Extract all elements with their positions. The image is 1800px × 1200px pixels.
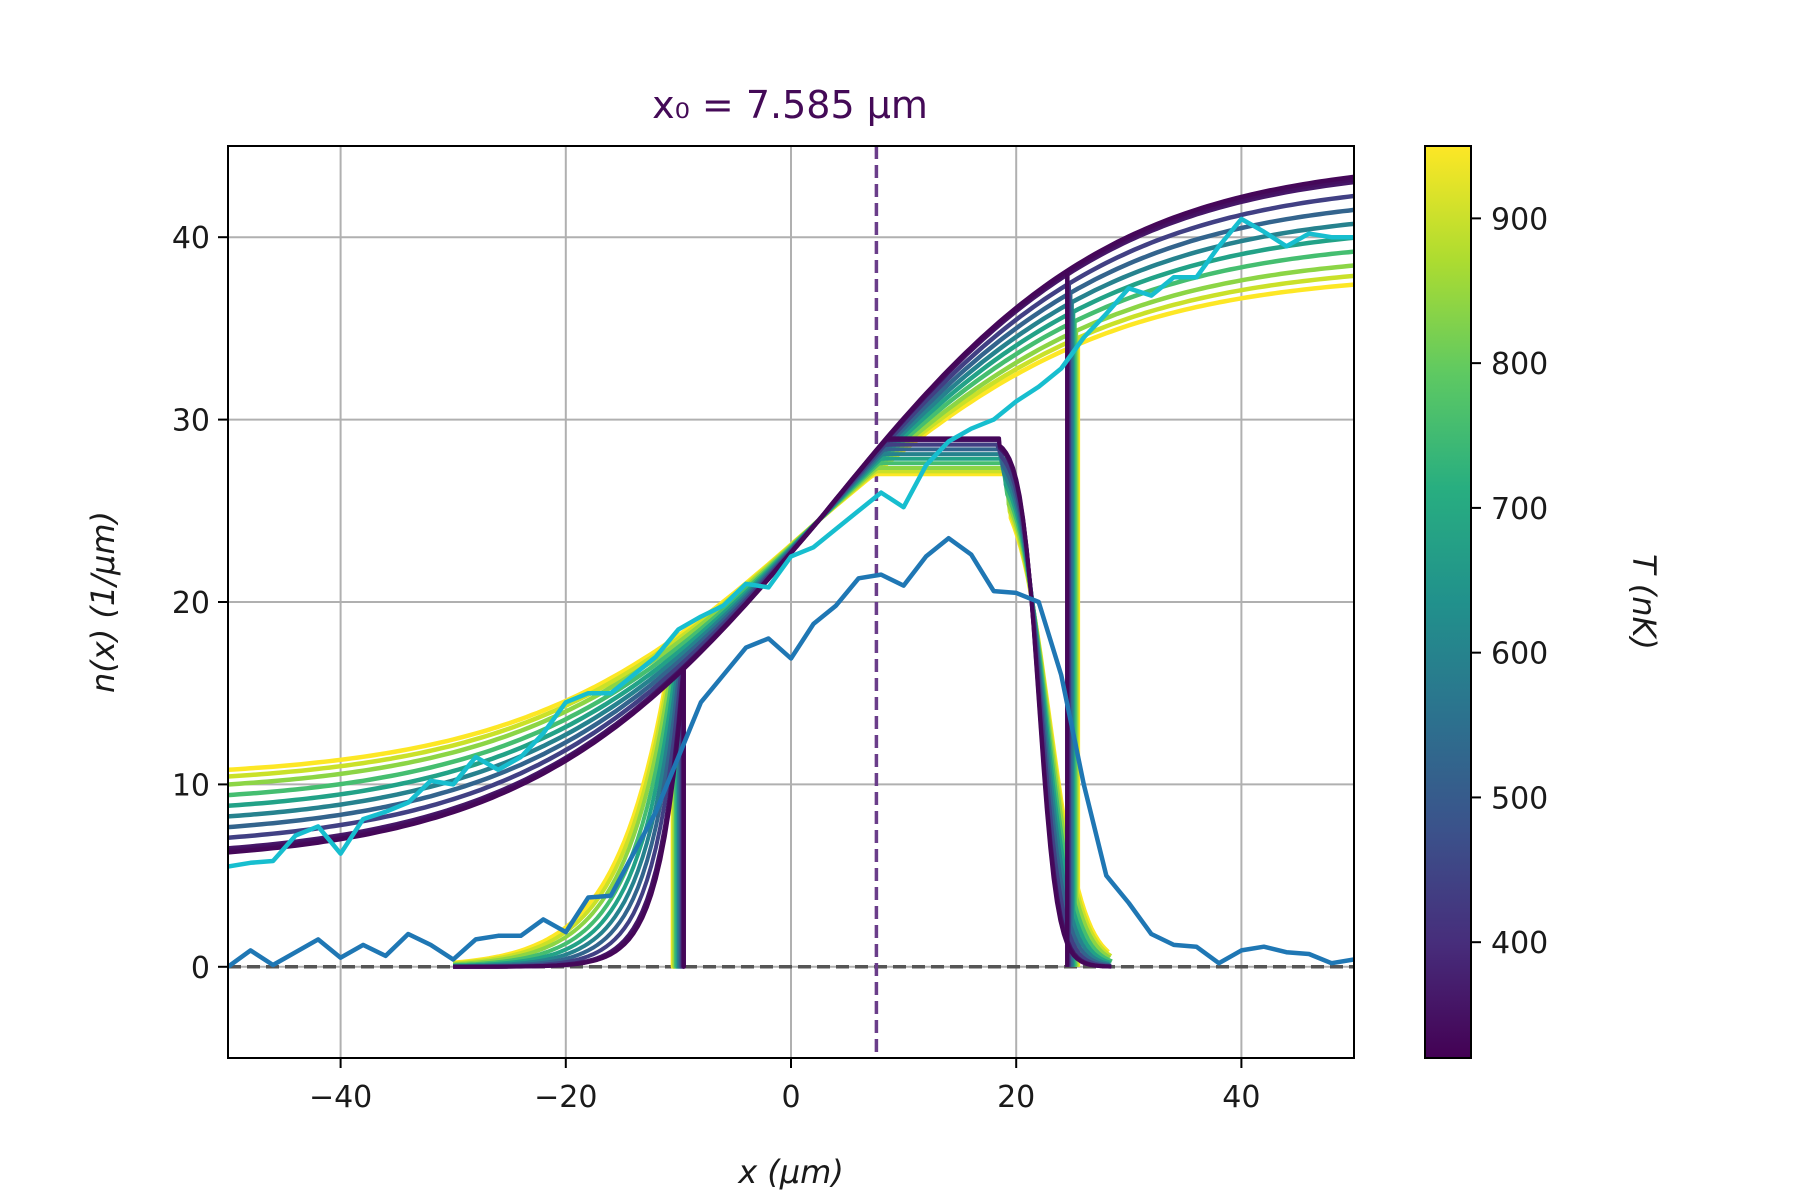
- colorbar-tick-label: 500: [1491, 781, 1548, 816]
- data-series-1: [228, 535, 1354, 969]
- chart-title: x₀ = 7.585 μm: [652, 83, 928, 127]
- reference-lines: [228, 146, 1354, 1058]
- y-tick-label: 30: [172, 404, 210, 439]
- x-axis-label: x (μm): [737, 1153, 844, 1191]
- y-tick-label: 10: [172, 768, 210, 803]
- colorbar-tick-label: 700: [1491, 492, 1548, 527]
- grid: [228, 146, 1354, 1058]
- data-series-0: [228, 216, 1354, 869]
- x-tick-label: 40: [1222, 1080, 1260, 1115]
- colorbar: 400 500 600 700 800 900 T (nK): [1424, 145, 1663, 1059]
- x-tick-label: −40: [309, 1080, 372, 1115]
- model-curve-truncated: [453, 461, 1113, 969]
- x-tick-label: 0: [781, 1080, 800, 1115]
- colorbar-tick-label: 900: [1491, 202, 1548, 237]
- colorbar-ticks: 400 500 600 700 800 900: [1471, 202, 1548, 961]
- model-curve-truncated: [453, 436, 1112, 969]
- y-tick-label: 20: [172, 586, 210, 621]
- colorbar-tick-label: 600: [1491, 637, 1548, 672]
- colorbar-tick-label: 400: [1491, 926, 1548, 961]
- measured-curves: [228, 216, 1354, 969]
- y-tick-label: 0: [191, 951, 210, 986]
- y-axis-label: n(x) (1/μm): [84, 511, 122, 693]
- y-axis: 0 10 20 30 40: [172, 221, 228, 986]
- x-tick-label: 20: [997, 1080, 1035, 1115]
- x-axis: −40 −20 0 20 40: [309, 1058, 1260, 1115]
- colorbar-label: T (nK): [1625, 554, 1663, 650]
- colorbar-tick-label: 800: [1491, 347, 1548, 382]
- colorbar-gradient: [1424, 145, 1472, 1059]
- y-tick-label: 40: [172, 221, 210, 256]
- x-tick-label: −20: [534, 1080, 597, 1115]
